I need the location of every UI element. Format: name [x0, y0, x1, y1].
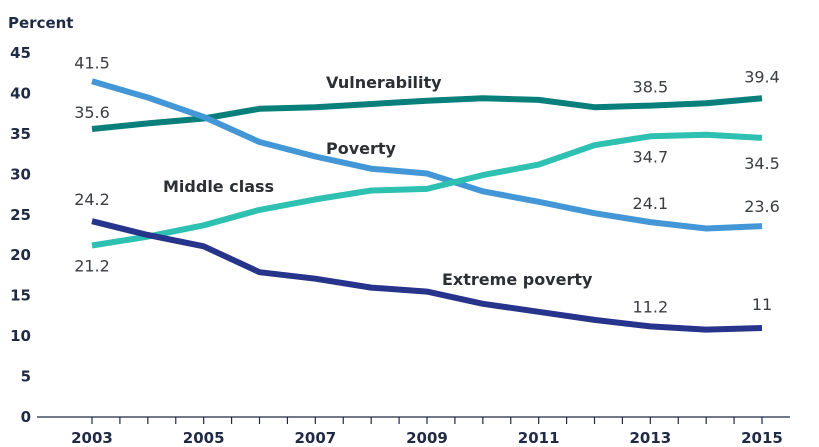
y-tick-label-15: 15 — [10, 287, 31, 305]
series-line-extreme-poverty — [91, 218, 763, 333]
y-tick-label-35: 35 — [10, 125, 31, 143]
x-axis: 2003 2005 2007 2009 2011 2013 2015 — [37, 416, 790, 447]
series-line-middle-class — [91, 131, 763, 249]
data-label-middle-class-2013: 34.7 — [633, 147, 669, 166]
series-line-poverty — [91, 78, 763, 232]
x-tick-label-2011: 2011 — [518, 429, 560, 447]
data-label-poverty-2003: 41.5 — [74, 53, 110, 72]
y-tick-label-40: 40 — [10, 84, 31, 102]
series-label-poverty: Poverty — [326, 139, 397, 158]
x-tick-label-2013: 2013 — [629, 429, 671, 447]
series-lines — [91, 78, 763, 333]
data-labels: 41.5 35.6 24.2 21.2 38.5 39.4 34.7 34.5 24.1 23.6… — [74, 53, 780, 316]
series-label-middle-class: Middle class — [163, 177, 274, 196]
y-axis: 0 5 10 15 20 25 30 35 40 45 — [10, 44, 31, 426]
data-label-middle-class-2003: 21.2 — [74, 257, 110, 276]
data-label-vulnerability-2003: 35.6 — [74, 103, 110, 122]
data-label-middle-class-2015: 34.5 — [744, 154, 780, 173]
data-label-vulnerability-2015: 39.4 — [744, 67, 780, 86]
x-tick-label-2009: 2009 — [406, 429, 448, 447]
data-label-vulnerability-2013: 38.5 — [633, 78, 669, 97]
y-tick-label-20: 20 — [10, 246, 31, 264]
x-tick-label-2015: 2015 — [741, 429, 783, 447]
x-tick-label-2005: 2005 — [183, 429, 225, 447]
y-tick-label-0: 0 — [21, 408, 31, 426]
y-tick-label-10: 10 — [10, 327, 31, 345]
data-label-extreme-poverty-2003: 24.2 — [74, 190, 110, 209]
x-tick-label-2003: 2003 — [71, 429, 113, 447]
y-tick-label-5: 5 — [21, 368, 31, 386]
y-tick-label-25: 25 — [10, 206, 31, 224]
series-label-vulnerability: Vulnerability — [326, 73, 442, 92]
data-label-extreme-poverty-2013: 11.2 — [633, 297, 669, 316]
y-axis-unit-label: Percent — [8, 14, 73, 32]
data-label-extreme-poverty-2015: 11 — [752, 295, 772, 314]
data-label-poverty-2013: 24.1 — [633, 194, 669, 213]
y-tick-label-30: 30 — [10, 165, 31, 183]
series-label-extreme-poverty: Extreme poverty — [442, 270, 593, 289]
y-tick-label-45: 45 — [10, 44, 31, 62]
data-label-poverty-2015: 23.6 — [744, 197, 780, 216]
series-labels: Vulnerability Poverty Middle class Extreme … — [163, 73, 593, 289]
x-tick-label-2007: 2007 — [294, 429, 336, 447]
